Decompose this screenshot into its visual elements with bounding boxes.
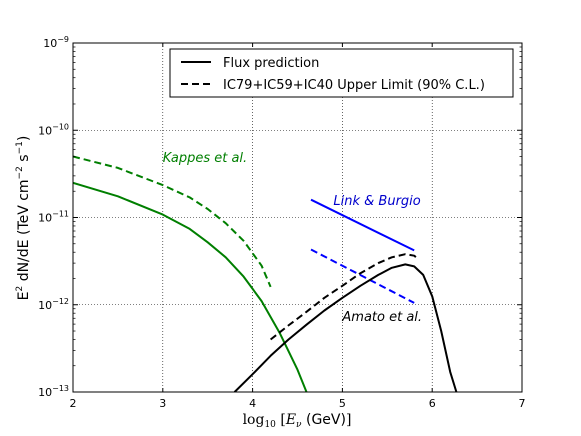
y-tick-label: 10−11	[38, 210, 69, 225]
legend: Flux prediction IC79+IC59+IC40 Upper Lim…	[169, 48, 514, 98]
series-amato-flux	[233, 263, 458, 392]
x-tick-label: 4	[249, 397, 256, 410]
legend-label-upper-limit: IC79+IC59+IC40 Upper Limit (90% C.L.)	[223, 78, 485, 93]
y-tick-mantissa: 10	[38, 299, 52, 312]
y-tick-mantissa: 10	[43, 37, 57, 50]
x-tick-label: 2	[70, 397, 77, 410]
series-layer	[73, 155, 458, 392]
x-label-unit: (GeV)	[306, 412, 346, 428]
x-label-var-sub: ν	[296, 420, 302, 430]
annotation-amato: Amato et al.	[341, 310, 422, 325]
y-tick-mantissa: 10	[38, 124, 52, 137]
y-tick-label: 10−10	[38, 122, 69, 137]
x-label-log-sub: 10	[264, 420, 276, 430]
y-tick-exponent: −13	[52, 384, 69, 393]
y-tick-mantissa: 10	[38, 212, 52, 225]
legend-box	[169, 48, 514, 98]
grid	[73, 43, 522, 392]
y-tick-label: 10−12	[38, 297, 69, 312]
y-tick-exponent: −10	[52, 122, 69, 131]
x-tick-label: 6	[429, 397, 436, 410]
x-axis-label: log10 [Eν (GeV)]	[243, 412, 352, 430]
y-tick-exponent: −12	[52, 297, 69, 306]
x-label-var: E	[285, 412, 296, 428]
series-kappes-flux	[73, 181, 308, 392]
y-tick-label: 10−13	[38, 384, 69, 399]
series-link-burgio-flux	[310, 198, 415, 252]
y-tick-mantissa: 10	[38, 386, 52, 399]
x-label-log: log	[243, 412, 265, 428]
x-tick-label: 7	[519, 397, 526, 410]
y-axis-label: E2 dN/dE (TeV cm−2 s−1)	[15, 136, 32, 301]
x-tick-label: 5	[339, 397, 346, 410]
legend-label-flux: Flux prediction	[223, 56, 319, 71]
series-kappes-limit	[73, 155, 272, 288]
y-tick-exponent: −9	[57, 35, 69, 44]
y-tick-exponent: −11	[52, 210, 69, 219]
x-tick-label: 3	[159, 397, 166, 410]
y-tick-label: 10−9	[43, 35, 69, 50]
annotations: Kappes et al. Link & Burgio Amato et al.	[163, 151, 422, 325]
series-link-burgio-limit	[310, 248, 415, 304]
series-amato-limit	[269, 253, 420, 341]
annotation-link-burgio: Link & Burgio	[333, 194, 420, 209]
annotation-kappes: Kappes et al.	[163, 151, 247, 166]
